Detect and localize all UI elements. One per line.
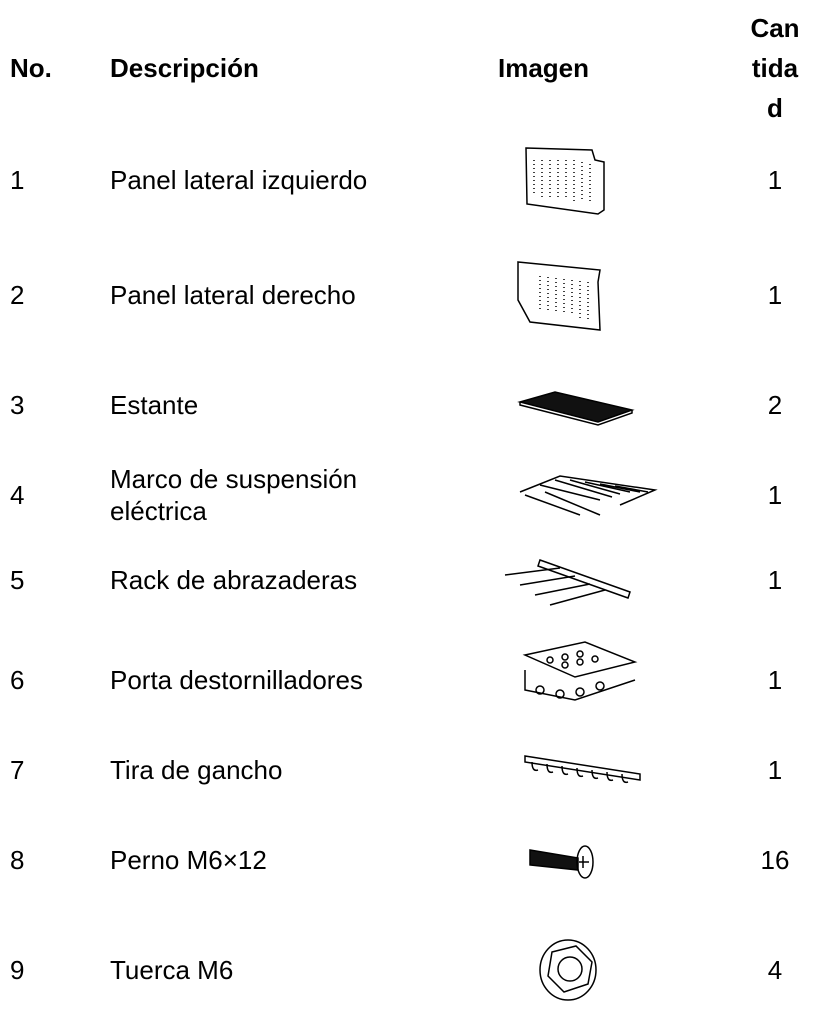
row-quantity: 1	[767, 665, 783, 695]
row-quantity: 16	[760, 845, 790, 875]
image-clamp-rack	[504, 559, 631, 606]
image-left-panel	[525, 147, 605, 215]
row-number: 4	[10, 480, 25, 510]
image-shelf	[517, 391, 635, 426]
row-description: Panel lateral izquierdo	[110, 165, 368, 195]
row-description: Tuerca M6	[110, 955, 234, 985]
row-description: Marco de suspensión eléctrica	[110, 464, 358, 526]
image-hanging-frame	[519, 475, 658, 516]
image-bolt	[529, 845, 594, 879]
row-quantity: 4	[767, 955, 783, 985]
row-number: 6	[10, 665, 25, 695]
row-description: Rack de abrazaderas	[110, 565, 358, 595]
image-right-panel	[517, 261, 601, 331]
row-number: 9	[10, 955, 25, 985]
row-description: Panel lateral derecho	[110, 280, 356, 310]
row-description: Perno M6×12	[110, 845, 267, 875]
row-number: 8	[10, 845, 25, 875]
row-number: 5	[10, 565, 25, 595]
header-number: No.	[10, 53, 52, 83]
row-quantity: 1	[767, 280, 783, 310]
header-quantity: Cantidad	[750, 13, 800, 123]
image-hook-strip	[524, 755, 641, 784]
row-description: Porta destornilladores	[110, 665, 363, 695]
image-nut	[539, 939, 597, 1001]
image-screwdriver-holder	[522, 641, 638, 701]
row-number: 2	[10, 280, 25, 310]
header-description: Descripción	[110, 53, 259, 83]
row-quantity: 1	[767, 480, 783, 510]
row-quantity: 2	[767, 390, 783, 420]
row-quantity: 1	[767, 165, 783, 195]
row-number: 3	[10, 390, 25, 420]
row-quantity: 1	[767, 565, 783, 595]
row-number: 7	[10, 755, 25, 785]
row-quantity: 1	[767, 755, 783, 785]
header-image: Imagen	[498, 53, 590, 83]
row-number: 1	[10, 165, 25, 195]
row-description: Estante	[110, 390, 199, 420]
row-description: Tira de gancho	[110, 755, 283, 785]
